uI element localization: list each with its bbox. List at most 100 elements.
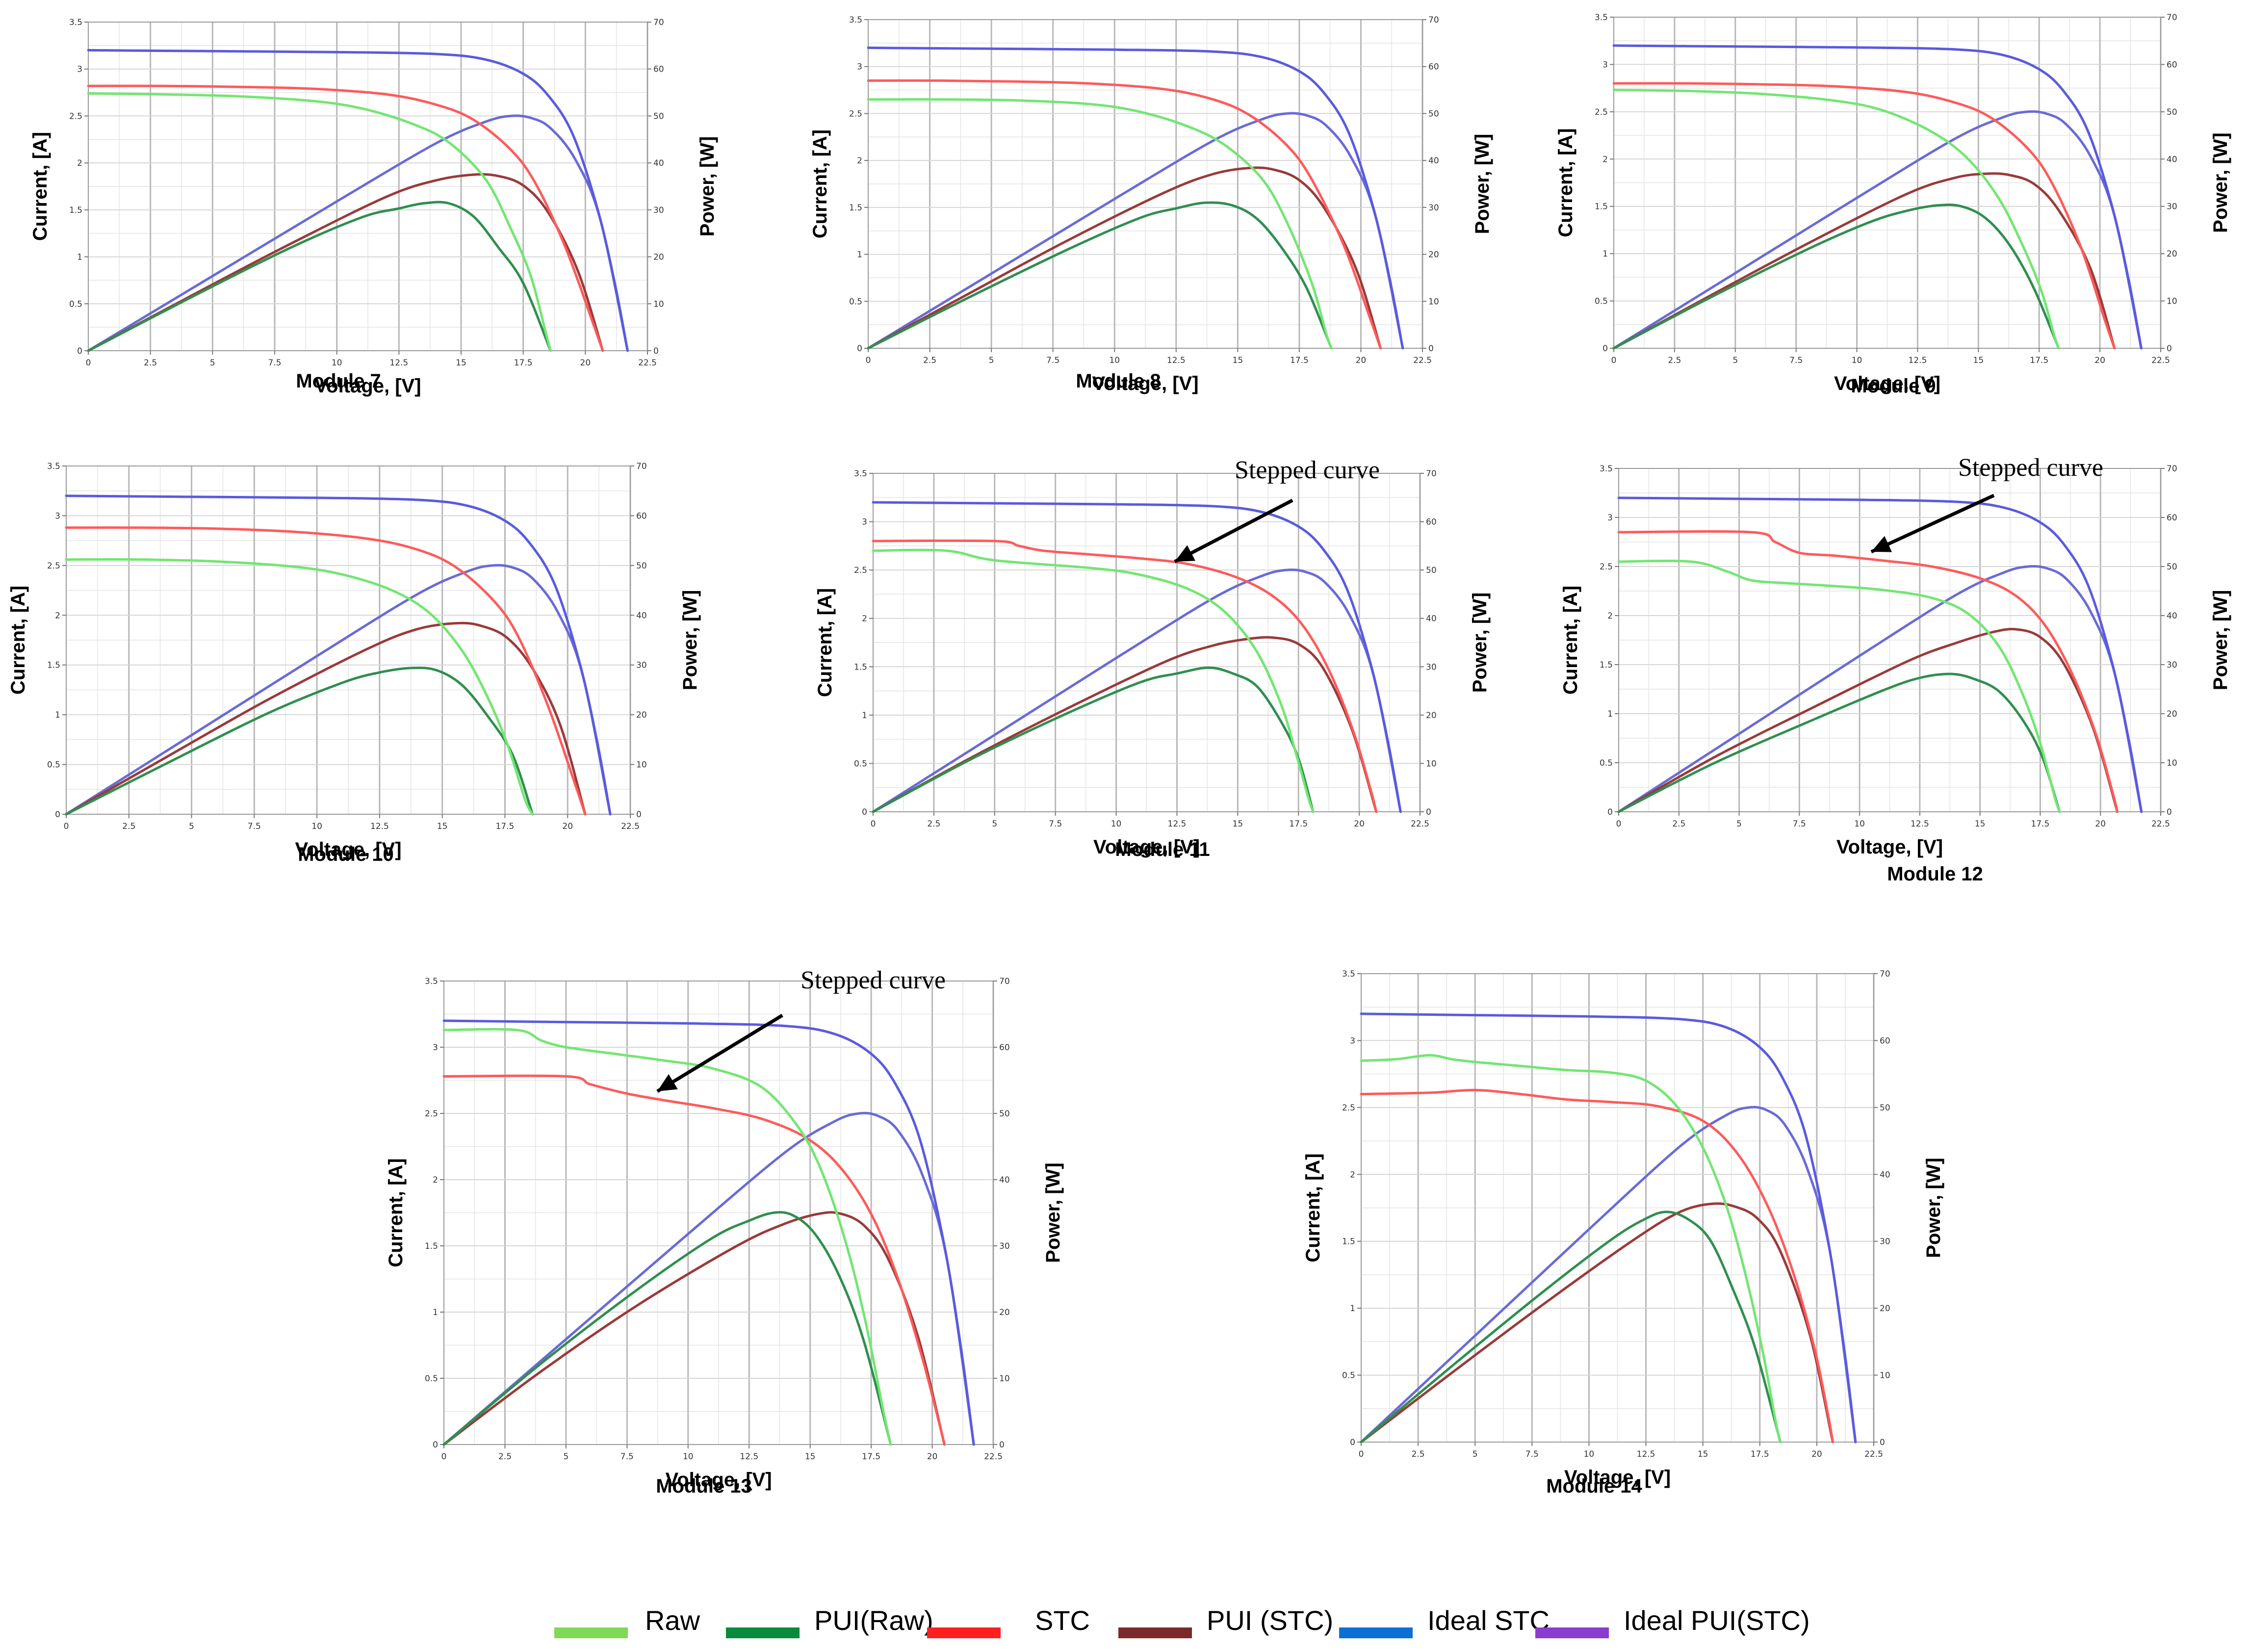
- x-tick-label: 0: [64, 822, 69, 831]
- annotation-arrow-head: [1175, 545, 1196, 562]
- legend-item: STC: [927, 1605, 1090, 1638]
- y-tick-label: 1.5: [425, 1241, 438, 1251]
- x-tick-label: 22.5: [1413, 356, 1432, 365]
- y-tick-label: 1.5: [69, 206, 82, 215]
- x-axis-label: Voltage, [V]: [314, 375, 421, 397]
- y-tick-label: 2: [862, 614, 867, 624]
- x-tick-label: 12.5: [1167, 356, 1186, 365]
- y-tick-label: 0: [77, 346, 82, 356]
- y2-tick-label: 60: [1880, 1036, 1890, 1046]
- x-tick-label: 15: [437, 822, 448, 831]
- x-tick-label: 20: [927, 1452, 938, 1462]
- plot-frame: [88, 22, 648, 351]
- y-tick-label: 3: [433, 1043, 438, 1053]
- y2-tick-label: 10: [1880, 1371, 1890, 1381]
- series-line-stc: [442, 1074, 946, 1446]
- y2-axis-label: Power, [W]: [1923, 1158, 1944, 1258]
- x-axis-label: Voltage, [V]: [295, 839, 401, 860]
- y-tick-label: 1.5: [849, 203, 862, 213]
- y-tick-label: 2.5: [1595, 107, 1608, 117]
- x-tick-label: 10: [1854, 819, 1865, 829]
- y2-tick-label: 70: [1426, 469, 1437, 479]
- y2-tick-label: 50: [999, 1109, 1010, 1119]
- x-tick-label: 2.5: [498, 1452, 512, 1462]
- x-tick-label: 2.5: [144, 358, 157, 368]
- y-tick-label: 3.5: [854, 469, 867, 479]
- plot-frame: [873, 473, 1421, 812]
- y2-tick-label: 10: [653, 299, 664, 309]
- series-line-raw: [872, 548, 1315, 813]
- y-tick-label: 0: [1602, 344, 1608, 354]
- series-line-stc: [87, 84, 604, 352]
- y-tick-label: 2: [1602, 155, 1608, 164]
- y-tick-label: 1: [1607, 709, 1613, 719]
- x-tick-label: 17.5: [2031, 819, 2050, 829]
- series-line-pui_raw: [87, 201, 552, 352]
- x-tick-label: 12.5: [1909, 356, 1927, 365]
- chart-panel: 0 2.5 5 7.5 10 12.5 15 17.5 20 22.500.511.522.533…: [1555, 13, 2231, 397]
- x-tick-label: 20: [1354, 819, 1365, 829]
- annotation-arrow-head: [657, 1074, 678, 1091]
- series-line-raw: [1612, 89, 2060, 350]
- legend-label: PUI(Raw): [814, 1605, 933, 1636]
- x-tick-label: 5: [1473, 1449, 1478, 1459]
- y2-tick-label: 60: [636, 511, 647, 521]
- plot-frame: [66, 465, 631, 815]
- x-tick-label: 7.5: [1789, 356, 1803, 365]
- x-tick-label: 5: [1732, 356, 1738, 365]
- x-tick-label: 22.5: [621, 822, 640, 831]
- y2-tick-label: 20: [2167, 249, 2177, 259]
- y2-tick-label: 40: [1880, 1170, 1890, 1180]
- y-axis-label: Current, [A]: [1555, 128, 1576, 237]
- series-line-ideal_stc: [872, 501, 1402, 813]
- y2-tick-label: 40: [636, 611, 647, 620]
- x-axis-label: Voltage, [V]: [1092, 373, 1198, 394]
- y2-axis-label: Power, [W]: [2210, 132, 2231, 232]
- y-tick-label: 0.5: [47, 760, 60, 770]
- y2-tick-label: 70: [2167, 13, 2177, 23]
- y2-tick-label: 20: [636, 710, 647, 720]
- series-line-pui_raw: [872, 666, 1315, 813]
- y2-axis-label: Power, [W]: [1472, 134, 1493, 234]
- y-tick-label: 2.5: [425, 1109, 438, 1119]
- x-tick-label: 15: [1233, 819, 1243, 829]
- series-line-ideal_pui: [1617, 565, 2143, 813]
- y-tick-label: 1.5: [854, 662, 867, 672]
- series-line-pui_stc: [442, 1211, 946, 1446]
- module-label: Module 14: [1546, 1475, 1642, 1497]
- y2-tick-label: 50: [1428, 109, 1439, 119]
- series-line-pui_raw: [442, 1211, 892, 1446]
- y-axis-label: Current, [A]: [1302, 1153, 1324, 1262]
- y-tick-label: 2: [77, 158, 82, 168]
- y-tick-label: 1: [77, 253, 82, 262]
- x-tick-label: 10: [683, 1452, 694, 1462]
- x-tick-label: 20: [580, 358, 591, 368]
- x-tick-label: 2.5: [122, 822, 135, 831]
- y2-tick-label: 70: [1428, 15, 1439, 25]
- x-tick-label: 22.5: [1411, 819, 1429, 829]
- legend-swatch: [726, 1627, 800, 1638]
- legend-item: PUI (STC): [1118, 1605, 1333, 1638]
- series-line-pui_raw: [1617, 672, 2061, 813]
- x-axis-label: Voltage, [V]: [1836, 836, 1943, 858]
- y-tick-label: 0: [862, 807, 867, 817]
- annotation-stepped-curve: Stepped curve: [1235, 456, 1380, 484]
- x-tick-label: 5: [563, 1452, 568, 1462]
- series-line-ideal_pui: [872, 568, 1402, 813]
- annotation-arrow-head: [1871, 536, 1892, 552]
- y2-tick-label: 60: [2167, 513, 2177, 523]
- y2-tick-label: 50: [2167, 107, 2177, 117]
- y2-tick-label: 30: [1428, 203, 1439, 213]
- series-line-ideal_stc: [65, 494, 612, 816]
- y-tick-label: 0.5: [1342, 1371, 1355, 1381]
- x-tick-label: 17.5: [1751, 1449, 1769, 1459]
- y2-tick-label: 50: [636, 561, 647, 571]
- annotation-arrow: [1870, 493, 1995, 554]
- x-tick-label: 2.5: [923, 356, 936, 365]
- y2-tick-label: 0: [1426, 807, 1431, 817]
- y2-tick-label: 0: [999, 1440, 1005, 1450]
- y2-tick-label: 60: [1428, 62, 1439, 72]
- series-line-ideal_pui: [1612, 110, 2143, 350]
- x-axis-label: Voltage, [V]: [1093, 836, 1200, 858]
